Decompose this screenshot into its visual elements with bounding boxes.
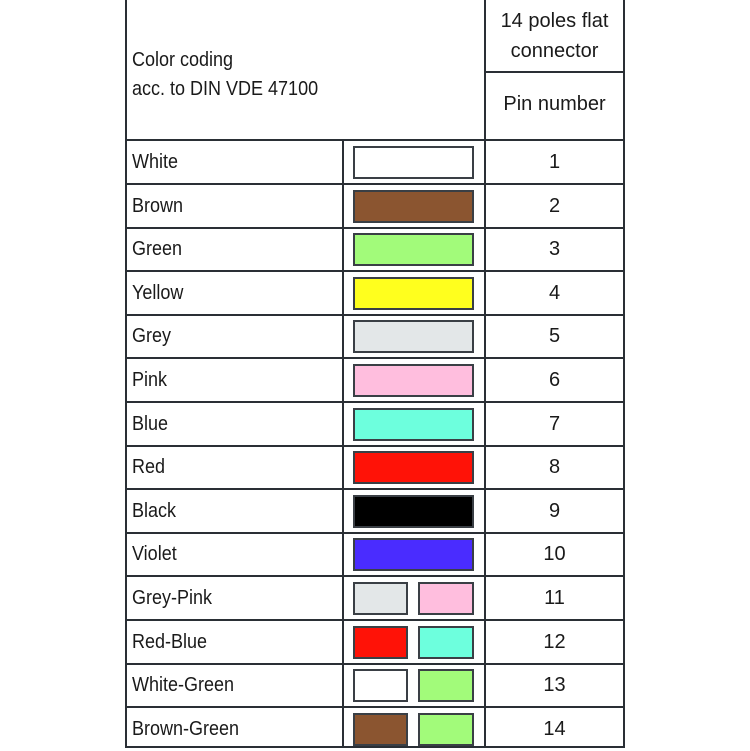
table-row: White-Green 13 <box>127 664 627 709</box>
pin-number: 8 <box>548 456 561 479</box>
row-divider <box>127 662 625 665</box>
table-row: Pink 6 <box>127 359 627 403</box>
row-divider <box>127 313 625 316</box>
table-row: Grey-Pink 11 <box>127 577 627 621</box>
color-swatch <box>353 451 474 485</box>
table-row: Black 9 <box>127 490 627 534</box>
color-name: Red-Blue <box>132 630 208 653</box>
pin-number: 4 <box>548 281 561 304</box>
color-swatch <box>353 494 474 528</box>
pin-number: 5 <box>548 325 561 348</box>
color-name: Grey <box>132 325 172 348</box>
table-row: Brown-Green 14 <box>127 708 627 751</box>
color-swatch-primary <box>353 669 408 703</box>
pin-number: 12 <box>543 630 566 653</box>
color-name: Pink <box>132 369 168 391</box>
row-divider <box>127 444 625 447</box>
row-divider <box>127 357 625 360</box>
row-divider <box>127 575 625 578</box>
color-name: Blue <box>132 412 169 435</box>
color-name: Grey-Pink <box>132 587 213 609</box>
row-divider <box>484 71 625 73</box>
pin-number: 13 <box>543 674 566 697</box>
color-swatch <box>353 538 474 572</box>
color-swatch <box>353 276 474 310</box>
table-row: Brown 2 <box>127 185 627 229</box>
color-swatch <box>353 407 474 441</box>
color-swatch-primary <box>353 582 408 615</box>
row-divider <box>127 183 625 185</box>
pin-number: 6 <box>548 369 561 391</box>
table-row: Violet 10 <box>127 533 627 578</box>
column-divider <box>484 0 486 748</box>
color-name: Violet <box>132 543 177 566</box>
pin-number: 7 <box>548 412 561 435</box>
connector-header-line2: connector <box>510 40 599 62</box>
row-divider <box>127 226 625 229</box>
connector-header-line1: 14 poles flat <box>500 10 609 32</box>
color-swatch-primary <box>353 712 408 746</box>
color-name: Brown-Green <box>132 717 240 740</box>
color-name: Red <box>132 456 166 479</box>
table-row: Blue 7 <box>127 403 627 447</box>
row-divider <box>127 706 625 709</box>
color-swatch <box>353 189 474 223</box>
pin-number: 14 <box>543 717 566 740</box>
color-name: Yellow <box>132 281 184 304</box>
table-row: Red-Blue 12 <box>127 621 627 665</box>
color-name: Brown <box>132 194 184 217</box>
pin-number: 10 <box>543 543 566 566</box>
color-name: Green <box>132 238 183 261</box>
row-divider <box>127 401 625 403</box>
color-swatch-secondary <box>418 582 474 615</box>
table-row: Green 3 <box>127 228 627 273</box>
pin-number: 3 <box>548 238 561 261</box>
color-coding-table: Color coding acc. to DIN VDE 47100 14 po… <box>125 0 625 748</box>
color-swatch-secondary <box>418 669 474 703</box>
color-name: Black <box>132 499 177 522</box>
pin-number: 9 <box>548 499 561 522</box>
color-swatch <box>353 146 474 179</box>
row-divider <box>127 270 625 273</box>
color-swatch <box>353 320 474 354</box>
color-swatch-secondary <box>418 625 474 659</box>
row-divider <box>127 139 625 141</box>
pin-number-header: Pin number <box>503 93 606 115</box>
color-swatch <box>353 233 474 267</box>
color-swatch <box>353 364 474 397</box>
color-name: White-Green <box>132 674 235 697</box>
color-swatch-secondary <box>418 712 474 746</box>
pin-number: 1 <box>548 151 561 173</box>
color-name: White <box>132 151 179 173</box>
table-row: Yellow 4 <box>127 272 627 316</box>
color-swatch-primary <box>353 625 408 659</box>
row-divider <box>127 619 625 621</box>
table-row: Grey 5 <box>127 315 627 360</box>
pin-number: 2 <box>548 194 561 217</box>
column-divider <box>342 139 344 748</box>
row-divider <box>127 531 625 534</box>
row-divider <box>127 488 625 491</box>
table-row: White 1 <box>127 141 627 185</box>
header-title-line2: acc. to DIN VDE 47100 <box>132 78 319 100</box>
table-row: Red 8 <box>127 446 627 491</box>
pin-number: 11 <box>544 587 565 609</box>
header-title-line1: Color coding <box>132 49 234 71</box>
